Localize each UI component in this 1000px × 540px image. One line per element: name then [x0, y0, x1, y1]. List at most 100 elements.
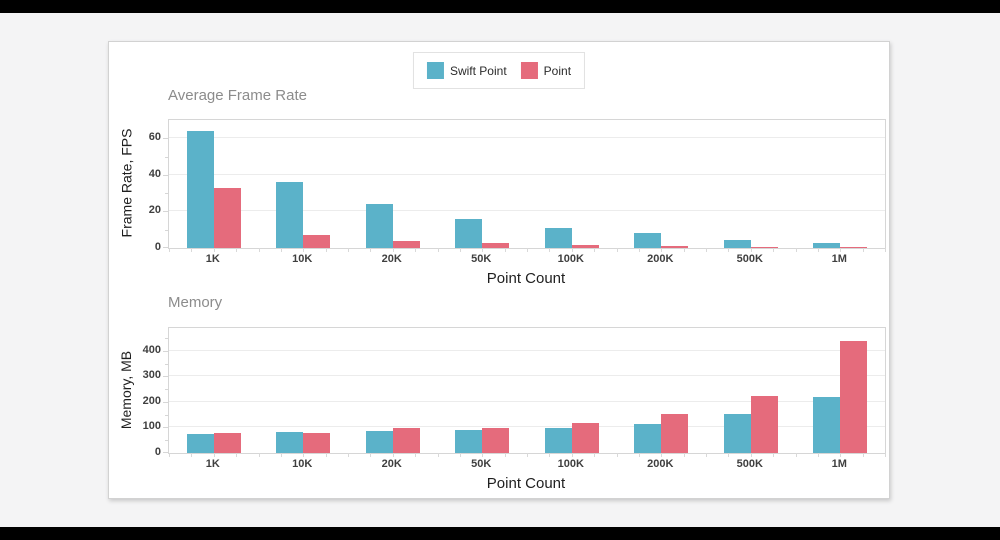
x-tick-label-50k: 50K [471, 458, 492, 470]
x-tick-label-1m: 1M [831, 253, 847, 265]
bar-point-10k[interactable] [303, 235, 331, 248]
y-axis-minor-tick [165, 414, 169, 416]
x-axis-tick [415, 453, 417, 457]
x-axis-tick [728, 248, 730, 252]
gridline [169, 173, 885, 175]
x-tick-label-500k: 500K [736, 253, 763, 265]
bar-point-10k[interactable] [303, 432, 331, 453]
y-axis-tick [163, 376, 169, 378]
x-axis-tick [348, 453, 349, 457]
bar-swift-point-500k[interactable] [723, 239, 751, 248]
bar-point-1m[interactable] [840, 340, 868, 453]
chart-title-frame-rate: Average Frame Rate [168, 87, 307, 104]
y-axis-minor-tick [165, 440, 169, 442]
x-axis-tick [325, 248, 327, 252]
y-tick-label: 20 [148, 204, 161, 217]
x-axis-tick [459, 248, 461, 252]
bar-swift-point-1k[interactable] [186, 130, 214, 248]
x-axis-tick [191, 248, 193, 252]
legend-swatch-point [520, 62, 538, 79]
y-axis-minor-tick [165, 338, 169, 340]
x-axis-title-frame-rate: Point Count [486, 270, 566, 287]
bar-point-100k[interactable] [571, 245, 599, 248]
bar-point-50k[interactable] [482, 243, 510, 248]
bar-point-200k[interactable] [661, 414, 689, 453]
x-axis-tick [527, 453, 528, 457]
bar-swift-point-200k[interactable] [634, 233, 662, 248]
x-axis-tick [885, 453, 886, 457]
x-axis-tick [415, 248, 417, 252]
x-axis-labels-memory: 1K 10K 20K 50K 100K 200K 500K 1M [168, 458, 884, 473]
legend-label: Point [543, 63, 572, 78]
gridline [169, 349, 885, 351]
x-axis-tick [258, 453, 260, 457]
y-tick-label: 40 [148, 167, 161, 180]
x-axis-tick [370, 248, 372, 252]
x-tick-label-10k: 10K [292, 458, 313, 470]
bar-point-20k[interactable] [392, 240, 420, 248]
y-tick-label: 400 [142, 343, 161, 356]
x-tick-label-50k: 50K [471, 253, 492, 265]
x-tick-label-1k: 1K [205, 458, 220, 470]
x-axis-tick [706, 453, 707, 457]
gridline [169, 210, 885, 212]
x-tick-label-20k: 20K [381, 458, 402, 470]
x-tick-label-20k: 20K [381, 253, 402, 265]
x-axis-tick [661, 248, 663, 252]
gridline [169, 375, 885, 377]
bar-point-100k[interactable] [571, 423, 599, 453]
x-axis-tick [638, 453, 640, 457]
bar-swift-point-200k[interactable] [634, 423, 662, 453]
bar-swift-point-1m[interactable] [813, 242, 841, 248]
x-axis-tick [437, 453, 439, 457]
x-axis-tick [504, 453, 506, 457]
x-axis-title-memory: Point Count [486, 475, 566, 492]
x-axis-tick [482, 248, 484, 252]
x-axis-tick [817, 453, 819, 457]
y-axis-tick [163, 350, 169, 352]
y-axis-minor-tick [165, 363, 169, 365]
bar-swift-point-1k[interactable] [186, 433, 214, 453]
bar-swift-point-50k[interactable] [455, 430, 483, 453]
legend-item-swift-point[interactable]: Swift Point [426, 62, 507, 79]
bar-swift-point-20k[interactable] [365, 430, 393, 453]
y-tick-label: 0 [154, 446, 161, 458]
x-axis-tick [280, 248, 282, 252]
bar-swift-point-1m[interactable] [813, 396, 841, 453]
bar-point-500k[interactable] [750, 246, 778, 248]
bar-swift-point-50k[interactable] [455, 218, 483, 248]
x-tick-label-1k: 1K [205, 253, 220, 265]
bar-swift-point-100k[interactable] [544, 427, 572, 453]
bar-point-20k[interactable] [392, 428, 420, 453]
x-axis-labels-frame-rate: 1K 10K 20K 50K 100K 200K 500K 1M [168, 253, 884, 268]
x-axis-tick [616, 248, 618, 252]
bar-swift-point-500k[interactable] [723, 413, 751, 453]
bar-point-50k[interactable] [482, 427, 510, 453]
x-axis-tick [169, 248, 170, 252]
x-axis-tick [549, 453, 551, 457]
y-axis-minor-tick [165, 193, 169, 195]
x-axis-tick [191, 453, 193, 457]
letterbox-bottom [0, 527, 1000, 540]
bar-swift-point-20k[interactable] [365, 204, 393, 248]
bar-swift-point-10k[interactable] [276, 431, 304, 453]
x-tick-label-10k: 10K [292, 253, 313, 265]
legend-item-point[interactable]: Point [520, 62, 572, 79]
x-axis-tick [840, 453, 842, 457]
x-axis-tick [303, 453, 305, 457]
bar-swift-point-10k[interactable] [276, 182, 304, 248]
bar-point-1k[interactable] [213, 433, 241, 453]
x-axis-tick [370, 453, 372, 457]
x-tick-label-500k: 500K [736, 458, 763, 470]
gridline [169, 137, 885, 139]
x-axis-tick [527, 248, 528, 252]
bar-swift-point-100k[interactable] [544, 227, 572, 248]
bar-point-1m[interactable] [840, 247, 868, 248]
bar-point-200k[interactable] [661, 246, 689, 248]
x-tick-label-200k: 200K [647, 458, 674, 470]
bar-point-1k[interactable] [213, 187, 241, 248]
chart-card: Swift Point Point Average Frame Rate Fra… [108, 41, 890, 499]
bar-point-500k[interactable] [750, 395, 778, 453]
y-tick-label: 100 [142, 420, 161, 433]
x-axis-tick [706, 248, 707, 252]
